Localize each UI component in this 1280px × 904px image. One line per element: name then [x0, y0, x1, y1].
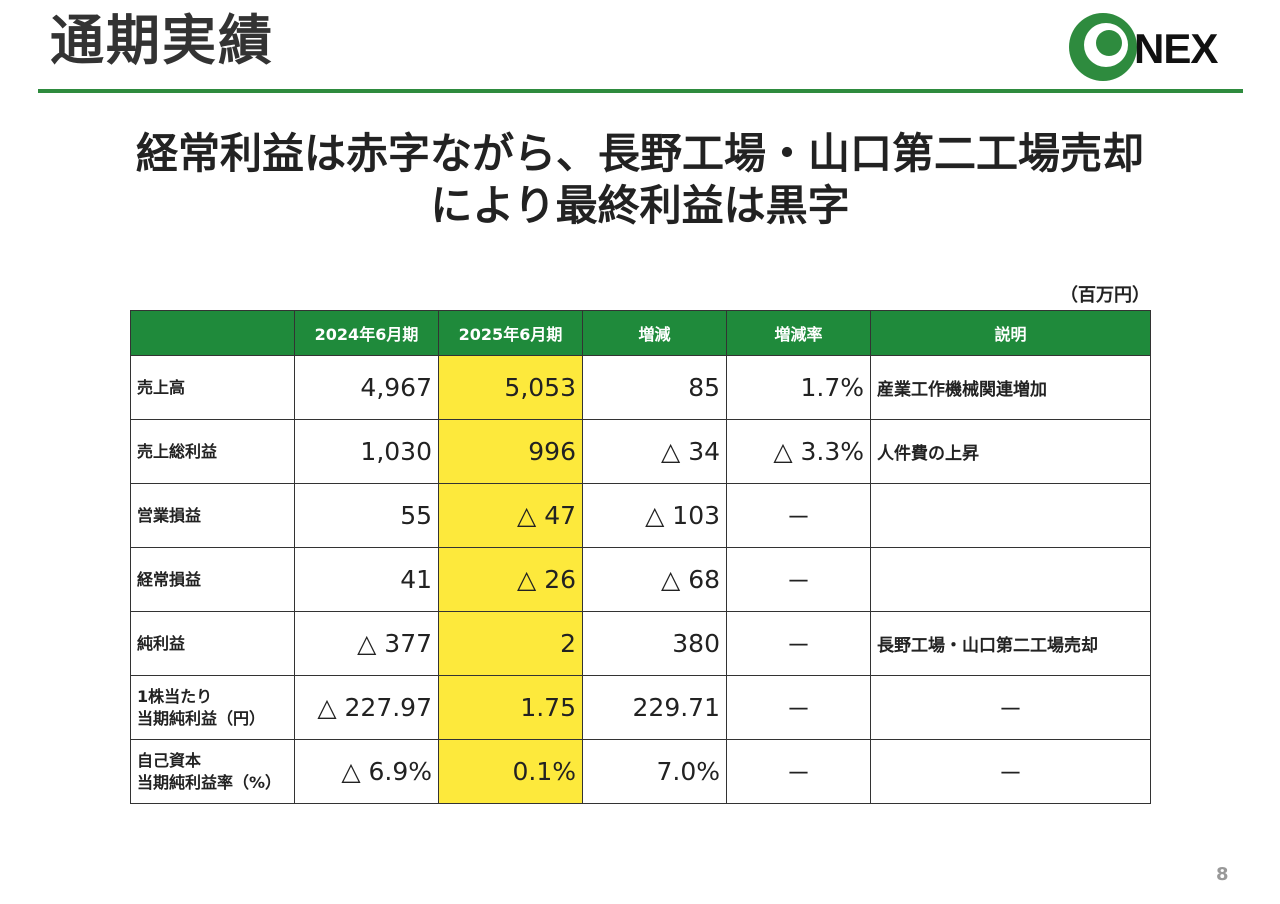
title-divider: [38, 89, 1243, 93]
table-row: 売上総利益 1,030 996 △ 34 △ 3.3% 人件費の上昇: [130, 419, 1151, 484]
unit-label: （百万円）: [1060, 285, 1150, 306]
cell-fy2025: 5,053: [438, 355, 583, 420]
cell-change: 380: [582, 611, 727, 676]
cell-fy2024: △ 227.97: [294, 675, 439, 740]
table-row: 売上高 4,967 5,053 85 1.7% 産業工作機械関連増加: [130, 355, 1151, 420]
logo-wordmark: NEX: [1134, 25, 1218, 72]
results-table: 2024年6月期 2025年6月期 増減 増減率 説明 売上高 4,967 5,…: [130, 310, 1151, 804]
cell-fy2025: 996: [438, 419, 583, 484]
cell-fy2025: △ 26: [438, 547, 583, 612]
row-label-line-2: 当期純利益率（%）: [137, 772, 282, 792]
cell-change: 7.0%: [582, 739, 727, 804]
header-label: [130, 310, 295, 356]
headline: 経常利益は赤字ながら、長野工場・山口第二工場売却 により最終利益は黒字: [0, 128, 1280, 232]
company-logo: NEX: [1068, 12, 1238, 82]
cell-fy2025: △ 47: [438, 483, 583, 548]
cell-change: 85: [582, 355, 727, 420]
table-row: 純利益 △ 377 2 380 － 長野工場・山口第二工場売却: [130, 611, 1151, 676]
header-fy2024: 2024年6月期: [294, 310, 439, 356]
header-change: 増減: [582, 310, 727, 356]
cell-note: [870, 547, 1151, 612]
page-title: 通期実績: [50, 9, 274, 72]
row-label: 営業損益: [130, 483, 295, 548]
cell-fy2024: 55: [294, 483, 439, 548]
cell-fy2025: 1.75: [438, 675, 583, 740]
cell-rate: －: [726, 675, 871, 740]
table-header-row: 2024年6月期 2025年6月期 増減 増減率 説明: [130, 310, 1151, 356]
cell-rate: 1.7%: [726, 355, 871, 420]
header-description: 説明: [870, 310, 1151, 356]
cell-change: △ 34: [582, 419, 727, 484]
row-label: 経常損益: [130, 547, 295, 612]
row-label-line-1: 1株当たり: [137, 686, 213, 706]
cell-note: －: [870, 739, 1151, 804]
cell-rate: －: [726, 611, 871, 676]
cell-change: 229.71: [582, 675, 727, 740]
cell-fy2024: 1,030: [294, 419, 439, 484]
cell-rate: △ 3.3%: [726, 419, 871, 484]
row-label: 売上総利益: [130, 419, 295, 484]
cell-note: [870, 483, 1151, 548]
table-row: 自己資本 当期純利益率（%） △ 6.9% 0.1% 7.0% － －: [130, 739, 1151, 804]
header-change-rate: 増減率: [726, 310, 871, 356]
cell-fy2024: △ 377: [294, 611, 439, 676]
cell-note: 長野工場・山口第二工場売却: [870, 611, 1151, 676]
cell-note: 人件費の上昇: [870, 419, 1151, 484]
row-label-line-1: 自己資本: [137, 750, 202, 770]
cell-fy2024: 4,967: [294, 355, 439, 420]
header-fy2025: 2025年6月期: [438, 310, 583, 356]
row-label-line-2: 当期純利益（円）: [137, 708, 266, 728]
cell-rate: －: [726, 483, 871, 548]
row-label: 自己資本 当期純利益率（%）: [130, 739, 295, 804]
cell-change: △ 103: [582, 483, 727, 548]
cell-fy2024: △ 6.9%: [294, 739, 439, 804]
logo-ring-icon: [1069, 13, 1137, 81]
cell-note: 産業工作機械関連増加: [870, 355, 1151, 420]
table-row: 経常損益 41 △ 26 △ 68 －: [130, 547, 1151, 612]
row-label: 純利益: [130, 611, 295, 676]
row-label: 売上高: [130, 355, 295, 420]
table-row: 営業損益 55 △ 47 △ 103 －: [130, 483, 1151, 548]
cell-rate: －: [726, 547, 871, 612]
cell-fy2024: 41: [294, 547, 439, 612]
cell-rate: －: [726, 739, 871, 804]
cell-fy2025: 2: [438, 611, 583, 676]
row-label: 1株当たり 当期純利益（円）: [130, 675, 295, 740]
page-number: 8: [1216, 864, 1229, 885]
cell-note: －: [870, 675, 1151, 740]
cell-change: △ 68: [582, 547, 727, 612]
headline-line-1: 経常利益は赤字ながら、長野工場・山口第二工場売却: [135, 129, 1144, 178]
headline-line-2: により最終利益は黒字: [430, 181, 850, 230]
cell-fy2025: 0.1%: [438, 739, 583, 804]
table-row: 1株当たり 当期純利益（円） △ 227.97 1.75 229.71 － －: [130, 675, 1151, 740]
